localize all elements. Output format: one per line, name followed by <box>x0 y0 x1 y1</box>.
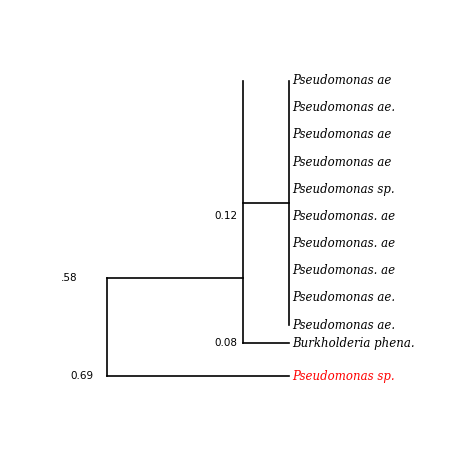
Text: Pseudomonas ae.: Pseudomonas ae. <box>292 101 395 114</box>
Text: .58: .58 <box>61 273 78 283</box>
Text: Pseudomonas ae: Pseudomonas ae <box>292 155 391 169</box>
Text: 0.69: 0.69 <box>70 371 93 381</box>
Text: Pseudomonas. ae: Pseudomonas. ae <box>292 264 395 277</box>
Text: Pseudomonas ae.: Pseudomonas ae. <box>292 292 395 304</box>
Text: Pseudomonas sp.: Pseudomonas sp. <box>292 183 394 196</box>
Text: 0.12: 0.12 <box>214 210 237 220</box>
Text: Burkholderia phena.: Burkholderia phena. <box>292 337 414 350</box>
Text: Pseudomonas. ae: Pseudomonas. ae <box>292 237 395 250</box>
Text: Pseudomonas ae.: Pseudomonas ae. <box>292 319 395 332</box>
Text: Pseudomonas sp.: Pseudomonas sp. <box>292 370 394 383</box>
Text: Pseudomonas ae: Pseudomonas ae <box>292 128 391 141</box>
Text: 0.08: 0.08 <box>214 338 237 348</box>
Text: Pseudomonas. ae: Pseudomonas. ae <box>292 210 395 223</box>
Text: Pseudomonas ae: Pseudomonas ae <box>292 74 391 87</box>
